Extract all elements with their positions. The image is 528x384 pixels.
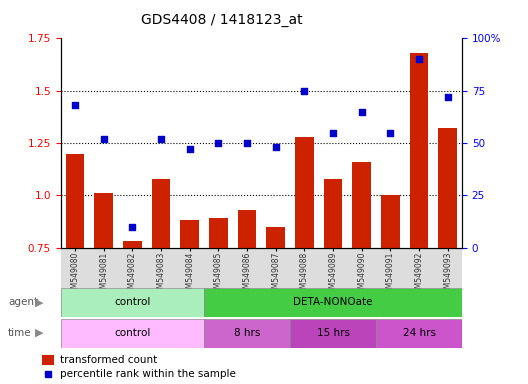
Bar [152,179,171,248]
Bar [95,193,113,248]
Text: time: time [8,328,32,338]
Bar [204,319,290,348]
Point [214,140,223,146]
Text: percentile rank within the sample: percentile rank within the sample [60,369,236,379]
Bar [381,195,400,248]
Bar [290,319,376,348]
Point [157,136,165,142]
Text: agent: agent [8,297,38,308]
Text: transformed count: transformed count [60,355,157,365]
Point [415,56,423,62]
Point [329,129,337,136]
Bar [410,53,428,248]
Text: control: control [114,297,150,308]
Bar [352,162,371,248]
Point [386,129,394,136]
Bar [438,128,457,248]
Bar [61,288,204,317]
Point [357,109,366,115]
Bar [181,220,199,248]
Bar [295,137,314,248]
Text: DETA-NONOate: DETA-NONOate [293,297,373,308]
Point [243,140,251,146]
Text: GDS4408 / 1418123_at: GDS4408 / 1418123_at [141,13,303,27]
Point [300,88,308,94]
Bar [376,319,462,348]
Bar [238,210,257,248]
Text: 24 hrs: 24 hrs [402,328,436,338]
Text: 15 hrs: 15 hrs [316,328,350,338]
Bar [61,319,204,348]
Point [99,136,108,142]
Bar [324,179,342,248]
Bar [42,355,54,366]
Bar [66,154,84,248]
Text: control: control [114,328,150,338]
Point [444,94,452,100]
Bar [123,242,142,248]
Bar [266,227,285,248]
Point [271,144,280,150]
Text: ▶: ▶ [35,328,44,338]
Bar [209,218,228,248]
Point [71,102,79,108]
Text: 8 hrs: 8 hrs [234,328,260,338]
Text: ▶: ▶ [35,297,44,308]
Bar [204,288,462,317]
Point [185,146,194,152]
Point [128,223,137,230]
